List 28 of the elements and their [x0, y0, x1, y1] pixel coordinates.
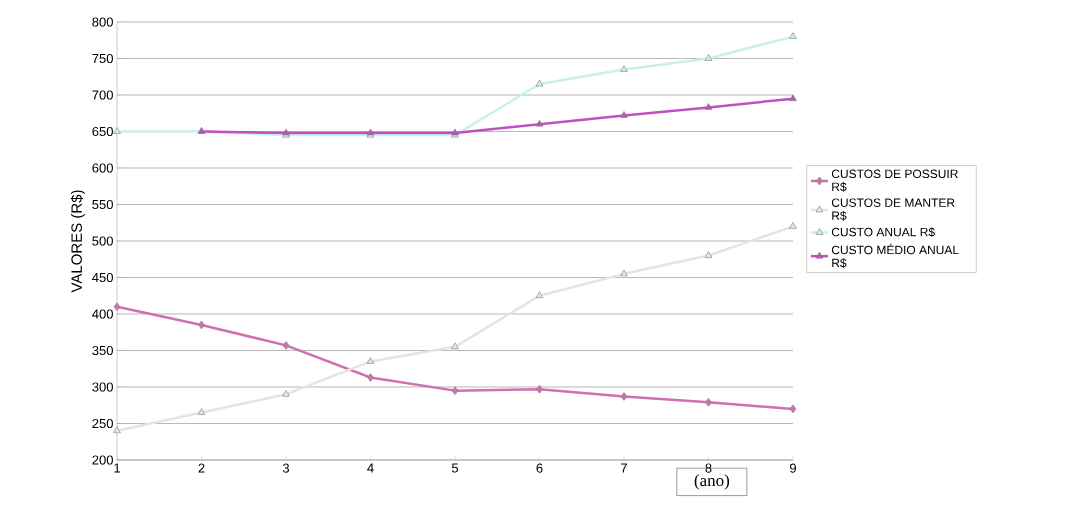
x-tick-label: 1	[114, 463, 120, 473]
x-tick-label: 5	[451, 463, 459, 473]
x-tick-label: 6	[536, 463, 543, 473]
y-tick-label: 800	[92, 17, 113, 27]
y-tick-label: 300	[92, 382, 113, 392]
legend-label: CUSTOS DE MANTER R$	[831, 198, 955, 221]
y-tick-label: 600	[92, 163, 113, 173]
x-axis-title: (ano)	[694, 474, 730, 490]
y-tick-label: 350	[92, 345, 113, 356]
x-tick-label: 4	[367, 463, 374, 473]
y-tick-label: 250	[92, 418, 113, 429]
legend-label: CUSTO MÉDIO ANUAL R$	[831, 243, 959, 268]
x-tick-label: 8	[705, 463, 712, 473]
y-tick-label: 400	[92, 309, 113, 319]
y-tick-label: 650	[92, 126, 113, 137]
x-tick-label: 7	[621, 463, 627, 473]
y-tick-label: 750	[92, 53, 113, 64]
legend-label: CUSTO ANUAL R$	[831, 227, 935, 238]
y-axis-title: VALORES (R$)	[70, 190, 85, 293]
x-tick-label: 2	[198, 463, 205, 473]
y-tick-label: 450	[92, 272, 113, 283]
y-tick-label: 550	[92, 199, 113, 210]
y-tick-label: 200	[92, 455, 113, 465]
y-tick-label: 700	[92, 90, 113, 100]
legend-label: CUSTOS DE POSSUIR R$	[831, 169, 958, 192]
y-tick-label: 500	[92, 236, 113, 246]
x-tick-label: 9	[789, 463, 796, 473]
x-tick-label: 3	[282, 463, 290, 473]
